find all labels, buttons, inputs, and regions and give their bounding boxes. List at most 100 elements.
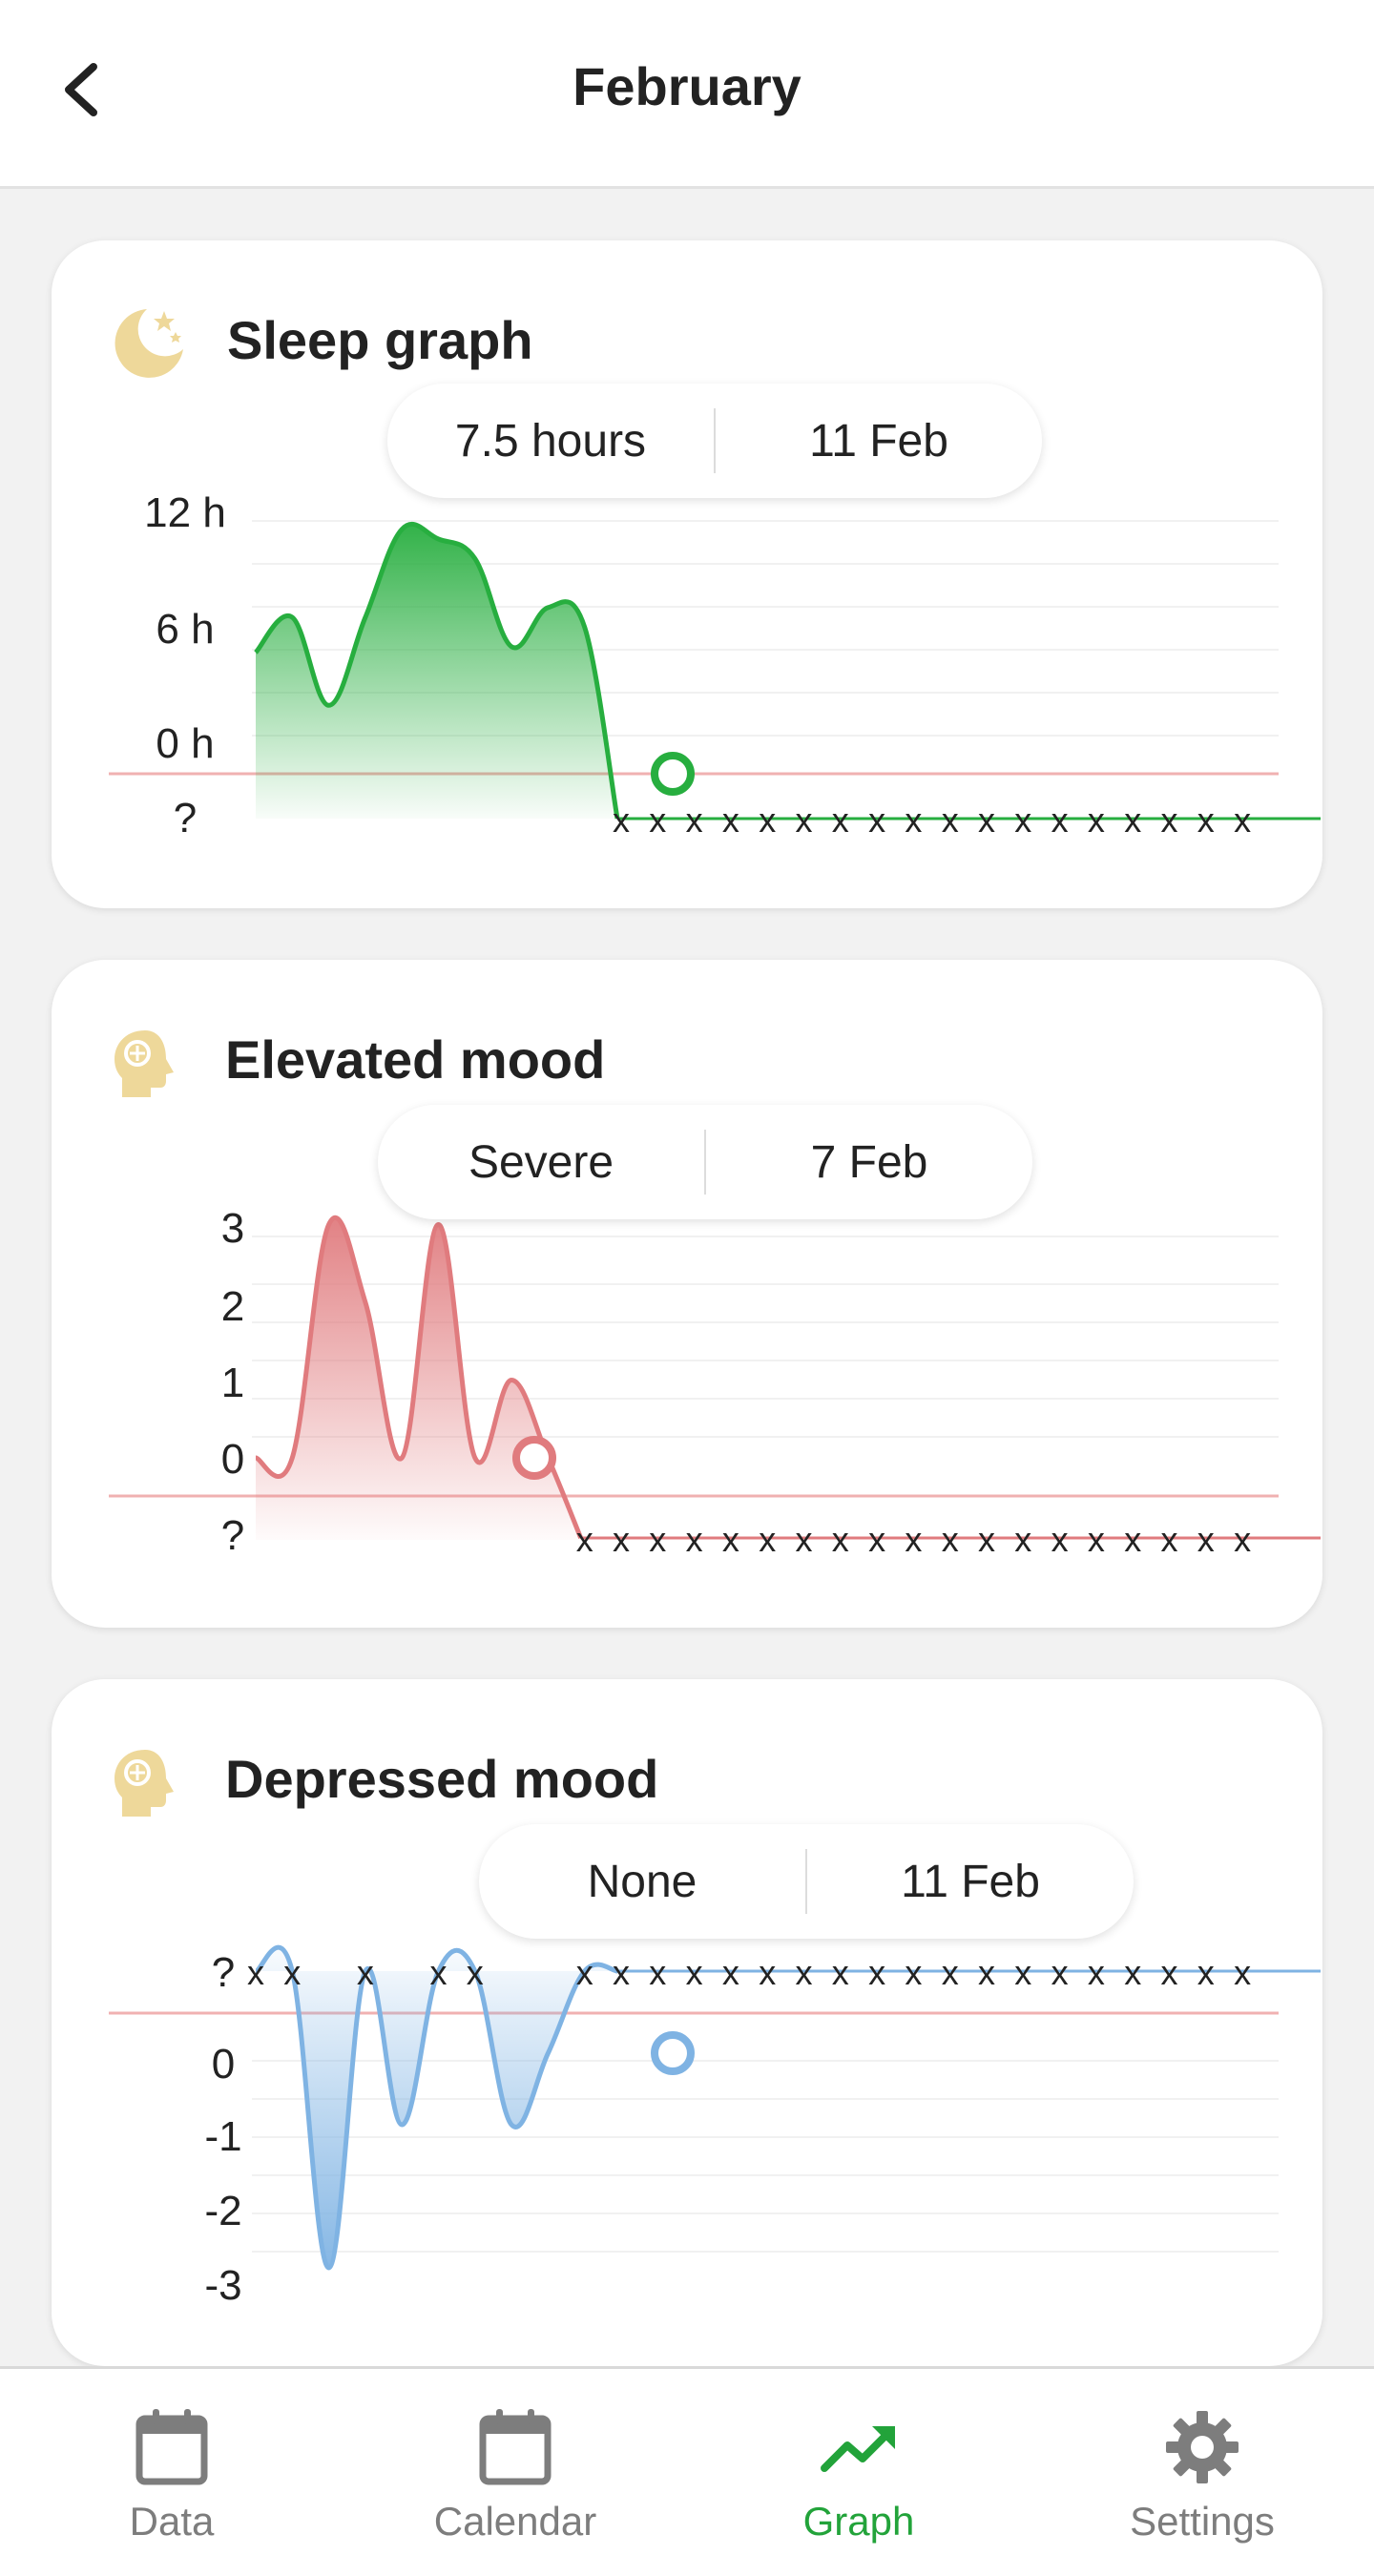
- missing-marker: x: [1197, 800, 1215, 840]
- missing-marker: x: [613, 1520, 630, 1559]
- back-button[interactable]: [50, 59, 111, 120]
- series-area: [256, 524, 617, 819]
- missing-marker: x: [576, 1520, 593, 1559]
- missing-marker: x: [905, 800, 922, 840]
- calendar-icon: [135, 2409, 208, 2485]
- depressed-mood-card: Depressed mood ? 0 -1 -2 -3 x x x x x x x x x x x x x x x x x…: [52, 1679, 1322, 2366]
- missing-marker: x: [796, 1953, 813, 1992]
- gear-icon: [1166, 2411, 1239, 2483]
- missing-marker: x: [467, 1953, 484, 1992]
- series-line: [254, 1944, 618, 2271]
- nav-label: Calendar: [433, 2499, 597, 2544]
- missing-marker: x: [1088, 800, 1105, 840]
- y-tick-label: 6 h: [156, 606, 214, 653]
- missing-marker: x: [1234, 1520, 1251, 1559]
- missing-marker: x: [942, 1953, 959, 1992]
- missing-marker: x: [686, 1520, 703, 1559]
- selected-point-marker[interactable]: [651, 752, 695, 796]
- moon-stars-icon: [114, 309, 183, 378]
- missing-marker: x: [1161, 1520, 1178, 1559]
- y-tick-label: ?: [174, 795, 197, 841]
- calendar-icon: [479, 2409, 552, 2485]
- missing-marker: x: [283, 1953, 301, 1992]
- y-tick-label: -1: [204, 2113, 241, 2160]
- missing-marker: x: [1234, 1953, 1251, 1992]
- missing-marker: x: [759, 1953, 776, 1992]
- head-brain-icon: [114, 1750, 174, 1817]
- nav-item-settings[interactable]: Settings: [1030, 2369, 1374, 2576]
- missing-marker: x: [1088, 1953, 1105, 1992]
- missing-marker: x: [1014, 800, 1031, 840]
- missing-marker: x: [649, 1953, 666, 1992]
- missing-marker: x: [942, 1520, 959, 1559]
- missing-marker: x: [1051, 1520, 1069, 1559]
- y-tick-label: -2: [204, 2188, 241, 2234]
- missing-marker: x: [905, 1520, 922, 1559]
- chevron-left-icon: [65, 63, 97, 116]
- missing-marker: x: [868, 800, 885, 840]
- missing-marker: x: [1234, 800, 1251, 840]
- y-tick-label: ?: [212, 1949, 235, 1996]
- missing-marker: x: [1051, 1953, 1069, 1992]
- missing-marker: x: [978, 1953, 995, 1992]
- missing-marker: x: [1051, 800, 1069, 840]
- missing-marker: x: [1161, 800, 1178, 840]
- missing-marker: x: [649, 800, 666, 840]
- trending-up-icon: [821, 2426, 895, 2472]
- missing-marker: x: [1088, 1520, 1105, 1559]
- missing-marker: x: [796, 800, 813, 840]
- missing-marker: x: [868, 1953, 885, 1992]
- missing-marker: x: [1124, 1520, 1141, 1559]
- depressed-tooltip-value: None: [587, 1856, 697, 1907]
- selected-point-marker[interactable]: [651, 2031, 695, 2075]
- selected-point-marker[interactable]: [512, 1436, 556, 1480]
- y-tick-label: 3: [221, 1205, 244, 1252]
- sleep-tooltip: 7.5 hours 11 Feb: [387, 384, 1042, 498]
- depressed-card-title: Depressed mood: [225, 1749, 659, 1809]
- missing-marker: x: [796, 1520, 813, 1559]
- missing-marker: x: [613, 1953, 630, 1992]
- sleep-card-title: Sleep graph: [227, 310, 533, 370]
- depressed-tooltip: None 11 Feb: [479, 1824, 1134, 1939]
- missing-marker: x: [357, 1953, 374, 1992]
- elevated-mood-card: Elevated mood 3 2 1 0? x x x x x x x x x x x x x x x x x x x S…: [52, 960, 1322, 1628]
- missing-marker: x: [1161, 1953, 1178, 1992]
- missing-marker: x: [978, 800, 995, 840]
- missing-marker: x: [759, 800, 776, 840]
- missing-marker: x: [722, 1520, 739, 1559]
- missing-marker: x: [1197, 1520, 1215, 1559]
- missing-marker: x: [905, 1953, 922, 1992]
- missing-marker: x: [722, 800, 739, 840]
- missing-marker: x: [832, 800, 849, 840]
- depressed-chart[interactable]: ?0-1-2-3x x x x x x x x x x x x x x x x x x x x x x x x: [52, 1679, 1322, 2366]
- sleep-chart[interactable]: 12 h6 h0 h? x x x x x x x x x x x x x x x x x x: [52, 240, 1322, 908]
- y-tick-label: 0 h: [156, 720, 214, 767]
- top-bar: February: [0, 0, 1374, 189]
- depressed-tooltip-date: 11 Feb: [901, 1856, 1040, 1907]
- missing-marker: x: [576, 1953, 593, 1992]
- series-area: [256, 1217, 581, 1540]
- page-title: February: [572, 56, 802, 116]
- missing-marker: x: [942, 800, 959, 840]
- y-tick-label: 2: [221, 1283, 244, 1330]
- missing-marker: x: [1124, 800, 1141, 840]
- missing-marker: x: [868, 1520, 885, 1559]
- missing-marker: x: [759, 1520, 776, 1559]
- nav-item-calendar[interactable]: Calendar: [344, 2369, 687, 2576]
- missing-marker: x: [978, 1520, 995, 1559]
- y-tick-label: ?: [221, 1512, 244, 1559]
- y-tick-label: 12 h: [144, 489, 226, 536]
- sleep-tooltip-value: 7.5 hours: [454, 415, 647, 467]
- nav-item-data[interactable]: Data: [0, 2369, 344, 2576]
- head-brain-icon: [114, 1030, 174, 1097]
- nav-label: Settings: [1130, 2499, 1275, 2544]
- nav-item-graph[interactable]: Graph: [687, 2369, 1030, 2576]
- missing-marker: x: [686, 800, 703, 840]
- series-line: [254, 521, 620, 820]
- sleep-tooltip-date: 11 Feb: [809, 415, 948, 467]
- nav-label: Data: [129, 2499, 215, 2544]
- y-tick-label: 1: [221, 1360, 244, 1406]
